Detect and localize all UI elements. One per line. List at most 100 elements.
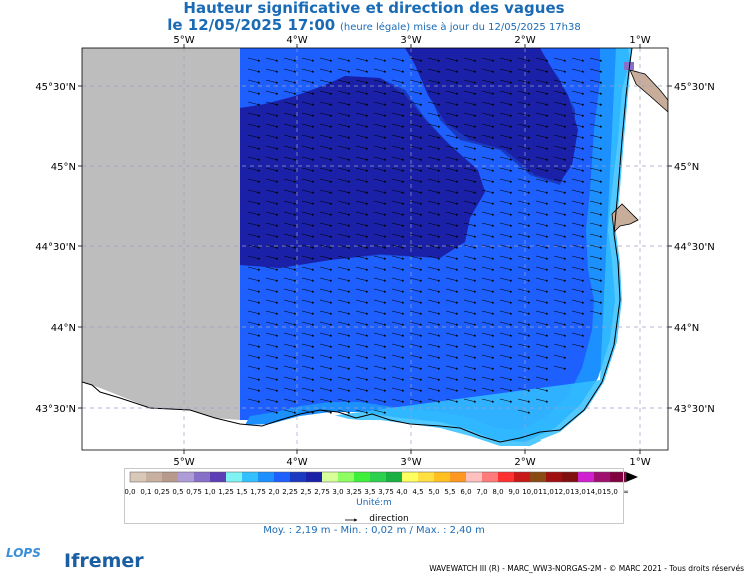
direction-arrow bbox=[553, 145, 567, 150]
lat-label-left: 44°N bbox=[51, 323, 76, 334]
direction-arrow bbox=[517, 222, 531, 227]
legend-overflow-label: ∞ bbox=[623, 488, 629, 496]
direction-arrow bbox=[499, 255, 513, 260]
footer-credits: WAVEWATCH III (R) - MARC_WW3-NORGAS-2M -… bbox=[429, 564, 744, 573]
legend-tick-label: 11,0 bbox=[538, 488, 554, 496]
direction-arrow bbox=[301, 156, 315, 161]
direction-arrow bbox=[319, 387, 333, 392]
graticule bbox=[82, 48, 668, 450]
direction-arrow bbox=[337, 365, 351, 370]
direction-arrow bbox=[355, 343, 369, 348]
direction-arrow bbox=[445, 145, 459, 150]
direction-arrow bbox=[265, 398, 279, 403]
direction-arrow bbox=[517, 277, 531, 282]
direction-arrow bbox=[247, 332, 261, 337]
lon-label-bottom: 4°W bbox=[286, 457, 307, 468]
legend-swatch bbox=[434, 472, 450, 482]
direction-arrow bbox=[535, 244, 549, 249]
direction-arrow bbox=[301, 101, 315, 106]
direction-arrow bbox=[373, 167, 387, 172]
direction-arrow bbox=[265, 156, 279, 161]
direction-arrow bbox=[499, 79, 513, 84]
direction-arrow bbox=[571, 266, 585, 271]
direction-arrow bbox=[535, 222, 549, 227]
direction-arrow bbox=[589, 222, 603, 227]
legend-swatch bbox=[370, 472, 386, 482]
direction-arrow bbox=[409, 200, 423, 205]
direction-arrow bbox=[373, 310, 387, 315]
direction-arrow bbox=[517, 321, 531, 326]
direction-arrow bbox=[373, 387, 387, 392]
direction-arrow bbox=[499, 145, 513, 150]
direction-arrow bbox=[481, 387, 495, 392]
legend-tick-label: 6,0 bbox=[460, 488, 471, 496]
direction-arrow bbox=[373, 288, 387, 293]
direction-arrow bbox=[373, 299, 387, 304]
direction-arrow bbox=[499, 365, 513, 370]
direction-arrow bbox=[337, 288, 351, 293]
direction-arrow bbox=[553, 68, 567, 73]
direction-arrow bbox=[301, 189, 315, 194]
legend-tick-label: 2,5 bbox=[300, 488, 311, 496]
direction-arrow bbox=[265, 112, 279, 117]
direction-arrow bbox=[409, 376, 423, 381]
legend-overflow-arrow bbox=[626, 472, 638, 482]
direction-arrow bbox=[373, 398, 387, 403]
direction-arrow bbox=[553, 90, 567, 95]
legend-tick-label: 3,25 bbox=[346, 488, 362, 496]
direction-arrow bbox=[355, 167, 369, 172]
land-spain bbox=[82, 382, 500, 450]
direction-arrow bbox=[283, 79, 297, 84]
direction-arrow bbox=[391, 112, 405, 117]
direction-arrow bbox=[481, 398, 495, 403]
legend-swatch bbox=[242, 472, 258, 482]
direction-arrow bbox=[373, 90, 387, 95]
direction-arrow bbox=[535, 266, 549, 271]
direction-arrow bbox=[535, 200, 549, 205]
legend-swatch bbox=[498, 472, 514, 482]
direction-arrow bbox=[481, 68, 495, 73]
direction-arrow bbox=[589, 277, 603, 282]
direction-arrow bbox=[463, 244, 477, 249]
direction-arrow bbox=[337, 233, 351, 238]
direction-arrow bbox=[517, 409, 531, 414]
legend-swatch bbox=[258, 472, 274, 482]
direction-arrow bbox=[409, 90, 423, 95]
direction-arrow bbox=[427, 156, 441, 161]
direction-arrow bbox=[409, 343, 423, 348]
direction-arrow bbox=[445, 266, 459, 271]
direction-arrow bbox=[535, 288, 549, 293]
direction-arrow bbox=[463, 233, 477, 238]
direction-arrow bbox=[553, 156, 567, 161]
direction-arrow bbox=[553, 200, 567, 205]
direction-arrow bbox=[481, 167, 495, 172]
direction-arrow bbox=[391, 365, 405, 370]
direction-arrow bbox=[517, 310, 531, 315]
direction-arrow bbox=[409, 365, 423, 370]
direction-arrow bbox=[463, 200, 477, 205]
direction-arrow bbox=[427, 288, 441, 293]
no-data-area bbox=[82, 48, 240, 420]
direction-arrow bbox=[355, 178, 369, 183]
legend-swatch bbox=[386, 472, 402, 482]
direction-arrow bbox=[319, 156, 333, 161]
direction-arrow bbox=[463, 178, 477, 183]
legend-tick-label: 1,0 bbox=[204, 488, 215, 496]
direction-arrow bbox=[247, 57, 261, 62]
direction-arrow bbox=[283, 332, 297, 337]
direction-arrow bbox=[283, 255, 297, 260]
direction-arrow bbox=[301, 57, 315, 62]
direction-arrow bbox=[553, 189, 567, 194]
direction-arrow bbox=[265, 167, 279, 172]
direction-arrow bbox=[283, 112, 297, 117]
direction-arrow bbox=[319, 244, 333, 249]
legend-tick-label: 1,75 bbox=[250, 488, 266, 496]
direction-arrow bbox=[391, 277, 405, 282]
legend-swatch bbox=[162, 472, 178, 482]
direction-arrow bbox=[535, 343, 549, 348]
direction-arrow bbox=[391, 299, 405, 304]
direction-arrow bbox=[499, 211, 513, 216]
direction-arrow bbox=[409, 277, 423, 282]
direction-arrow bbox=[337, 145, 351, 150]
